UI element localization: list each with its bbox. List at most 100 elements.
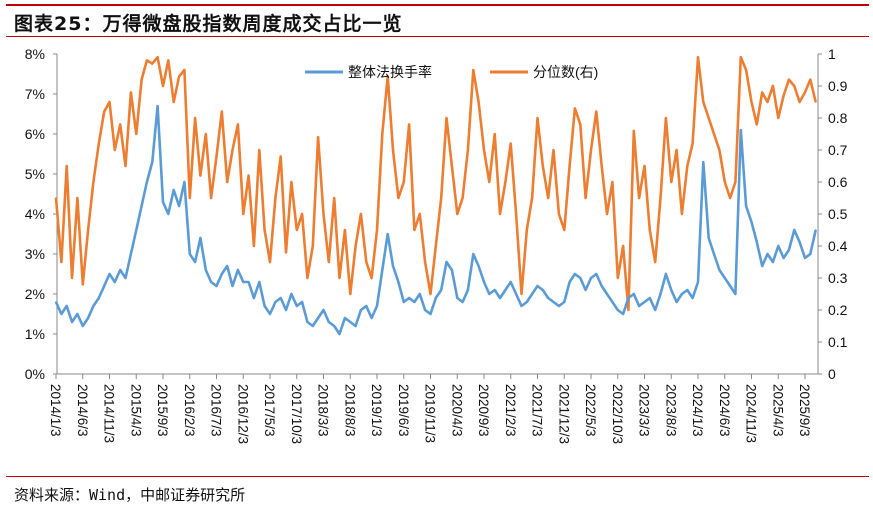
- percentile-point: [354, 245, 357, 247]
- percentile-point: [750, 101, 753, 103]
- x-tick-label: 2022/10/3: [610, 384, 625, 444]
- turnover-point: [87, 317, 89, 319]
- right-tick-label: 0.8: [828, 110, 848, 126]
- turnover-point: [114, 281, 116, 283]
- turnover-series-line: [54, 104, 817, 336]
- turnover-point: [574, 273, 576, 275]
- right-tick-label: 0.3: [828, 270, 848, 286]
- right-tick-label: 0.2: [828, 302, 848, 318]
- turnover-point: [552, 301, 555, 303]
- turnover-point: [381, 269, 384, 271]
- turnover-point: [210, 281, 212, 283]
- turnover-point: [793, 229, 796, 231]
- turnover-point: [745, 205, 747, 207]
- percentile-point: [87, 229, 89, 231]
- percentile-point: [81, 283, 84, 286]
- turnover-point: [638, 305, 640, 307]
- turnover-point: [81, 325, 84, 327]
- percentile-point: [675, 149, 678, 151]
- percentile-point: [263, 229, 266, 231]
- x-tick-label: 2020/9/3: [476, 384, 491, 437]
- percentile-point: [793, 85, 796, 87]
- x-tick-label: 2025/9/3: [797, 384, 812, 437]
- percentile-point: [370, 277, 373, 279]
- percentile-point: [114, 149, 116, 151]
- turnover-point: [686, 289, 689, 291]
- turnover-point: [590, 277, 592, 279]
- turnover-point: [231, 285, 234, 287]
- turnover-point: [135, 229, 138, 231]
- x-tick-label: 2016/2/3: [182, 384, 197, 437]
- turnover-point: [681, 293, 683, 295]
- figure-title: 图表25：万得微盘股指数周度成交占比一览: [14, 13, 403, 35]
- percentile-point: [205, 133, 207, 135]
- turnover-point: [600, 285, 603, 287]
- percentile-point: [301, 213, 303, 215]
- percentile-point: [242, 213, 245, 215]
- percentile-point: [467, 149, 469, 151]
- percentile-point: [71, 277, 73, 279]
- turnover-point: [295, 305, 298, 307]
- turnover-point: [408, 297, 410, 299]
- turnover-point: [338, 333, 341, 335]
- percentile-point: [344, 229, 346, 231]
- percentile-point: [269, 261, 271, 263]
- turnover-point: [659, 293, 662, 295]
- percentile-point: [536, 117, 539, 119]
- turnover-point: [386, 233, 389, 235]
- percentile-point: [221, 110, 223, 113]
- percentile-point: [659, 197, 662, 199]
- right-tick-label: 0.1: [828, 334, 848, 350]
- x-tick-label: 2023/3/3: [637, 384, 652, 437]
- percentile-point: [729, 197, 731, 199]
- turnover-point: [579, 277, 582, 279]
- percentile-point: [333, 197, 336, 199]
- percentile-point: [124, 165, 127, 167]
- percentile-point: [782, 94, 785, 97]
- turnover-point: [146, 181, 148, 183]
- turnover-point: [526, 301, 528, 303]
- percentile-point: [515, 213, 517, 215]
- turnover-point: [92, 305, 95, 307]
- x-tick-label: 2016/12/3: [235, 384, 250, 444]
- turnover-point: [419, 293, 421, 295]
- percentile-point: [247, 174, 250, 177]
- x-tick-label: 2024/11/3: [744, 384, 759, 443]
- percentile-point: [167, 59, 170, 62]
- percentile-point: [215, 155, 218, 158]
- turnover-point: [595, 273, 598, 275]
- percentile-point: [526, 229, 528, 231]
- percentile-point: [547, 197, 549, 199]
- right-tick-label: 0.5: [828, 206, 848, 222]
- percentile-point: [231, 149, 234, 151]
- x-tick-label: 2018/3/3: [316, 384, 331, 437]
- percentile-point: [322, 213, 325, 215]
- percentile-point: [55, 197, 57, 199]
- percentile-point: [381, 133, 384, 135]
- percentile-point: [429, 293, 432, 295]
- turnover-point: [616, 309, 619, 311]
- turnover-point: [761, 265, 763, 267]
- turnover-point: [317, 317, 319, 319]
- right-tick-label: 0.9: [828, 78, 848, 94]
- percentile-point: [493, 133, 496, 135]
- turnover-point: [804, 257, 806, 259]
- percentile-point: [103, 110, 105, 113]
- left-tick-label: 8%: [25, 46, 45, 62]
- turnover-point: [140, 205, 143, 207]
- turnover-point: [178, 205, 180, 207]
- percentile-point: [461, 197, 464, 199]
- percentile-point: [616, 277, 619, 279]
- percentile-point: [60, 261, 63, 263]
- x-tick-label: 2019/1/3: [369, 384, 384, 437]
- percentile-point: [451, 165, 453, 167]
- x-tick-label: 2022/5/3: [583, 384, 598, 437]
- percentile-point: [328, 261, 330, 263]
- turnover-point: [809, 253, 812, 255]
- percentile-point: [76, 197, 79, 199]
- percentile-point: [178, 75, 180, 78]
- x-tick-label: 2024/1/3: [690, 384, 705, 437]
- percentile-point: [798, 101, 801, 103]
- percentile-point: [670, 181, 673, 183]
